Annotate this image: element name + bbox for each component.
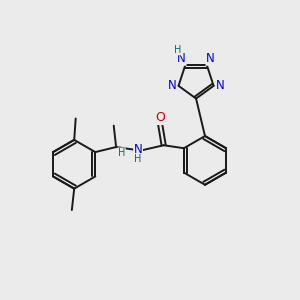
Text: N: N [216,79,224,92]
Text: H: H [118,148,125,158]
Text: N: N [177,52,186,65]
Text: N: N [168,79,176,92]
Text: H: H [174,45,182,55]
Text: N: N [134,142,142,156]
Text: H: H [134,154,142,164]
Text: N: N [206,52,215,65]
Text: O: O [155,111,165,124]
